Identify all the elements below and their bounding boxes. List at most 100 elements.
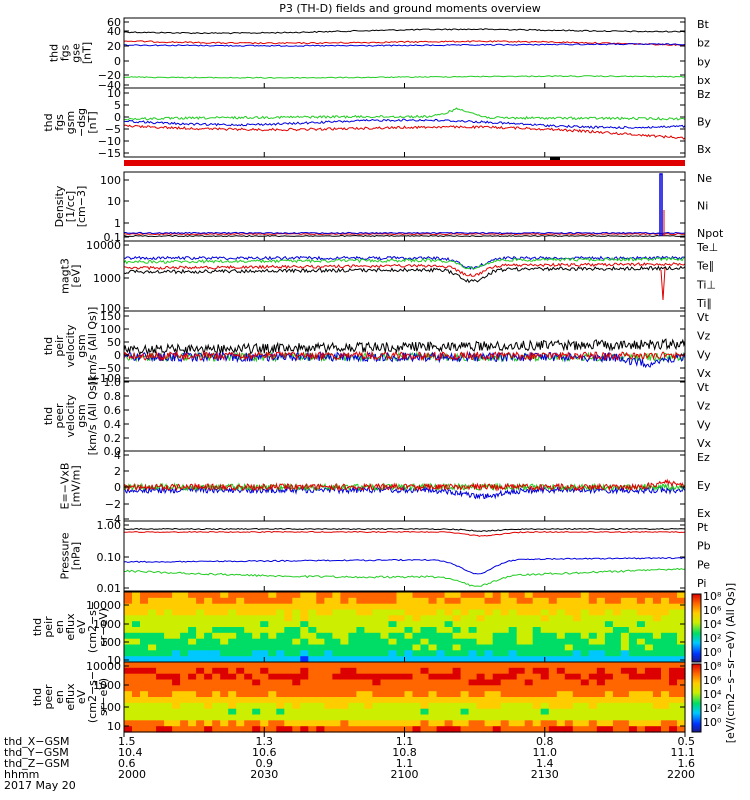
electron-spectrogram-cell <box>132 679 141 686</box>
ion-spectrogram-cell <box>652 650 662 657</box>
electron-spectrogram-cell <box>260 714 269 721</box>
ion-spectrogram-cell <box>348 597 357 605</box>
ion-spectrogram-cell <box>508 627 518 634</box>
electron-spectrogram-cell <box>661 708 670 716</box>
electron-spectrogram-cell <box>468 697 478 704</box>
ion-spectrogram-cell <box>556 621 566 628</box>
electron-spectrogram-cell <box>677 708 686 716</box>
y-tick-label: 10 <box>107 87 121 100</box>
electron-spectrogram-cell <box>300 662 309 669</box>
electron-spectrogram-cell <box>436 662 446 669</box>
ion-spectrogram-cell <box>180 603 189 611</box>
electron-spectrogram-cell <box>212 691 221 698</box>
y-tick-label: −100 <box>91 372 121 385</box>
electron-spectrogram-cell <box>148 685 157 692</box>
y-tick-label: −50 <box>98 362 121 375</box>
y-axis-label-line: [cm−3] <box>75 186 88 228</box>
electron-spectrogram-cell <box>556 691 566 698</box>
electron-spectrogram-cell <box>532 673 542 681</box>
ion-spectrogram-cell <box>204 597 213 605</box>
ion-spectrogram-cell <box>652 615 662 622</box>
electron-spectrogram-cell <box>356 702 365 710</box>
electron-spectrogram-cell <box>564 679 574 686</box>
electron-spectrogram-cell <box>356 673 365 681</box>
ion-spectrogram-cell <box>580 597 590 605</box>
electron-spectrogram-cell <box>636 720 646 727</box>
ion-spectrogram-cell <box>292 644 301 651</box>
electron-spectrogram-cell <box>268 697 277 704</box>
electron-spectrogram-cell <box>669 708 678 716</box>
electron-spectrogram-cell <box>476 702 486 710</box>
electron-spectrogram-cell <box>644 662 654 669</box>
electron-spectrogram-cell <box>372 691 381 698</box>
ion-spectrogram-cell <box>348 621 357 628</box>
ion-spectrogram-cell <box>220 627 229 634</box>
ion-spectrogram-cell <box>236 603 245 611</box>
series-Ex <box>123 485 686 500</box>
ion-spectrogram-cell <box>212 656 221 663</box>
ion-spectrogram-cell <box>348 592 357 599</box>
electron-spectrogram-cell <box>516 691 526 698</box>
ion-spectrogram-cell <box>236 621 245 628</box>
electron-spectrogram-cell <box>404 708 414 716</box>
ion-spectrogram-cell <box>652 603 662 611</box>
electron-spectrogram-cell <box>340 691 349 698</box>
ion-spectrogram-cell <box>284 650 293 657</box>
ion-spectrogram-cell <box>244 644 253 651</box>
panel-frame-temp <box>123 240 686 312</box>
ion-spectrogram-cell <box>677 609 686 616</box>
y-tick-label: 10000 <box>86 599 121 612</box>
ion-spectrogram-cell <box>669 597 678 605</box>
legend-pressure-Pb: Pb <box>697 540 711 553</box>
x-axis-row-label: thd_Y−GSM <box>4 746 69 759</box>
ion-spectrogram-cell <box>492 615 502 622</box>
ion-spectrogram-cell <box>340 597 349 605</box>
ion-spectrogram-cell <box>156 609 165 616</box>
ion-spectrogram-cell <box>372 597 381 605</box>
electron-spectrogram-cell <box>677 691 686 698</box>
electron-spectrogram-cell <box>564 662 574 669</box>
ion-spectrogram-cell <box>628 632 638 640</box>
electron-spectrogram-cell <box>364 685 373 692</box>
ion-spectrogram-cell <box>628 592 638 599</box>
electron-spectrogram-cell <box>620 714 630 721</box>
legend-ivel-Vt: Vt <box>697 311 710 324</box>
ion-spectrogram-cell <box>468 627 478 634</box>
electron-spectrogram-cell <box>564 667 574 675</box>
ion-spectrogram-cell <box>244 592 253 599</box>
electron-spectrogram-cell <box>492 673 502 681</box>
electron-spectrogram-cell <box>372 685 381 692</box>
y-axis-label-line: −dsg <box>75 108 88 137</box>
x-axis-value: 0.8 <box>536 735 554 748</box>
ion-spectrogram-cell <box>228 627 237 634</box>
ion-spectrogram-cell <box>212 638 221 646</box>
electron-spectrogram-cell <box>172 726 181 733</box>
y-axis-label-line: thd <box>31 618 44 636</box>
ion-spectrogram-cell <box>172 615 181 622</box>
ion-spectrogram-cell <box>548 592 558 599</box>
ion-spectrogram-cell <box>252 603 261 611</box>
electron-spectrogram-cell <box>580 662 590 669</box>
ion-spectrogram-cell <box>636 603 646 611</box>
electron-spectrogram-cell <box>588 702 598 710</box>
y-tick-label: 2 <box>114 465 121 478</box>
ion-spectrogram-cell <box>564 592 574 599</box>
electron-spectrogram-cell <box>604 697 614 704</box>
ion-spectrogram-cell <box>620 632 630 640</box>
y-axis-label-line: sr−eV) <box>97 608 110 646</box>
electron-spectrogram-cell <box>404 685 414 692</box>
electron-spectrogram-cell <box>332 702 341 710</box>
ion-spectrogram-cell <box>276 656 285 663</box>
ion-spectrogram-cell <box>356 632 365 640</box>
ion-spectrogram-cell <box>468 644 478 651</box>
electron-spectrogram-cell <box>380 673 390 681</box>
electron-spectrogram-cell <box>356 720 365 727</box>
ion-spectrogram-cell <box>300 644 309 651</box>
electron-spectrogram-cell <box>292 673 301 681</box>
electron-spectrogram-cell <box>644 667 654 675</box>
ion-spectrogram-cell <box>140 644 149 651</box>
ion-spectrogram-cell <box>212 597 221 605</box>
x-axis-value: 2200 <box>667 768 695 781</box>
electron-spectrogram-cell <box>276 673 285 681</box>
